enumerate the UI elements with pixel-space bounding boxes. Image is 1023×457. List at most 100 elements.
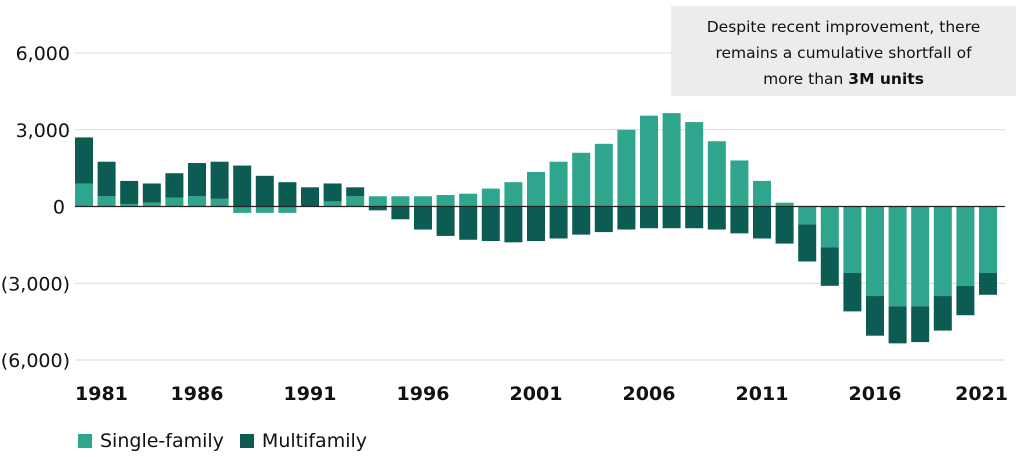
bar-single-family-2007 <box>662 113 681 207</box>
x-tick-label: 2006 <box>623 383 676 405</box>
bar-multifamily-2015 <box>843 273 862 312</box>
bar-multifamily-1988 <box>233 165 252 207</box>
bar-single-family-1981 <box>75 183 93 207</box>
bar-multifamily-2011 <box>753 206 771 239</box>
bar-single-family-2004 <box>594 143 613 207</box>
legend: Single-family Multifamily <box>78 430 383 452</box>
bar-single-family-2019 <box>933 206 952 297</box>
bar-multifamily-1991 <box>301 187 319 207</box>
bar-single-family-1986 <box>188 196 206 207</box>
bar-single-family-2012 <box>775 202 794 207</box>
bar-single-family-1984 <box>142 202 161 207</box>
bar-multifamily-1985 <box>165 173 184 198</box>
bar-multifamily-2013 <box>798 224 817 262</box>
bar-single-family-2001 <box>527 171 545 207</box>
bar-multifamily-2017 <box>888 306 907 344</box>
y-tick-label: (6,000) <box>1 350 70 372</box>
bar-multifamily-2005 <box>617 206 636 230</box>
bar-single-family-1989 <box>255 206 274 213</box>
bar-single-family-1983 <box>120 203 139 207</box>
x-tick-label: 2011 <box>736 383 789 405</box>
bar-single-family-2000 <box>504 182 523 207</box>
bar-multifamily-2006 <box>640 206 658 229</box>
bar-multifamily-1984 <box>142 183 161 203</box>
bar-single-family-2008 <box>685 122 704 207</box>
bar-single-family-2021 <box>979 206 997 274</box>
bar-single-family-2009 <box>707 141 726 207</box>
bar-multifamily-2007 <box>662 206 681 229</box>
bar-single-family-1995 <box>391 196 410 207</box>
bar-multifamily-2012 <box>775 206 794 244</box>
bar-multifamily-2001 <box>527 206 545 242</box>
bar-multifamily-1987 <box>210 161 229 199</box>
bar-single-family-1997 <box>436 194 455 207</box>
x-tick-label: 2001 <box>510 383 563 405</box>
y-axis-ticks: 6,000 3,000 0 (3,000) (6,000) <box>1 43 70 372</box>
bar-multifamily-2016 <box>866 296 884 336</box>
annotation-box: Despite recent improvement, there remain… <box>671 6 1016 96</box>
multifamily-swatch <box>239 434 254 448</box>
bar-single-family-2016 <box>866 206 884 297</box>
y-tick-label: 6,000 <box>16 43 70 65</box>
bar-multifamily-2010 <box>730 206 749 234</box>
legend-label-multifamily: Multifamily <box>261 430 368 452</box>
bar-multifamily-2020 <box>956 285 975 316</box>
bar-single-family-2018 <box>911 206 930 307</box>
bar-multifamily-1990 <box>278 182 297 207</box>
bar-multifamily-2018 <box>911 306 930 343</box>
bar-single-family-2010 <box>730 160 749 207</box>
bar-multifamily-1995 <box>391 206 410 220</box>
bar-multifamily-2002 <box>549 206 568 239</box>
bar-multifamily-2021 <box>979 273 997 295</box>
bar-multifamily-1996 <box>414 206 432 230</box>
bar-multifamily-2004 <box>594 206 613 233</box>
bar-single-family-2005 <box>617 129 636 207</box>
bar-multifamily-1992 <box>323 183 342 202</box>
bar-multifamily-2003 <box>572 206 591 235</box>
x-tick-label: 2021 <box>955 383 1008 405</box>
bars <box>75 113 997 344</box>
y-tick-label: (3,000) <box>1 273 70 295</box>
bar-single-family-2011 <box>753 180 771 207</box>
bar-multifamily-2009 <box>707 206 726 230</box>
bar-single-family-1982 <box>97 196 116 207</box>
y-tick-label: 0 <box>53 197 65 219</box>
y-tick-label: 3,000 <box>16 120 70 142</box>
bar-single-family-1987 <box>210 198 229 207</box>
annotation-highlight: 3M units <box>848 70 924 88</box>
single-family-swatch <box>78 434 92 448</box>
bar-multifamily-1989 <box>255 175 274 207</box>
bar-single-family-1992 <box>323 201 342 207</box>
bar-multifamily-2019 <box>933 296 952 331</box>
bar-multifamily-1981 <box>75 137 93 184</box>
bar-multifamily-2000 <box>504 206 523 243</box>
x-tick-label: 1981 <box>75 383 128 405</box>
bar-single-family-2013 <box>798 206 817 225</box>
annotation-line-3-text: more than <box>763 70 849 88</box>
bar-multifamily-1983 <box>120 180 139 204</box>
bar-multifamily-1994 <box>368 206 387 211</box>
bar-multifamily-2014 <box>820 247 839 286</box>
bar-single-family-1985 <box>165 197 184 207</box>
bar-single-family-2002 <box>549 161 568 207</box>
bar-multifamily-1999 <box>481 206 500 242</box>
annotation-line-3: more than 3M units <box>681 66 1006 92</box>
annotation-line-2: remains a cumulative shortfall of <box>715 44 972 62</box>
bar-single-family-1994 <box>368 196 387 207</box>
x-tick-label: 1991 <box>284 383 337 405</box>
legend-item-single-family: Single-family <box>78 430 224 452</box>
legend-item-multifamily: Multifamily <box>239 430 368 452</box>
bar-single-family-2003 <box>572 152 591 207</box>
bar-multifamily-1993 <box>346 187 365 197</box>
bar-single-family-1990 <box>278 206 297 213</box>
bar-multifamily-1997 <box>436 206 455 236</box>
bar-single-family-2020 <box>956 206 975 286</box>
bar-single-family-1988 <box>233 206 252 213</box>
bar-single-family-2014 <box>820 206 839 248</box>
x-tick-label: 1986 <box>171 383 224 405</box>
bar-single-family-1999 <box>481 188 500 207</box>
x-tick-label: 2016 <box>849 383 902 405</box>
bar-multifamily-1986 <box>188 163 206 197</box>
bar-single-family-1998 <box>459 193 478 207</box>
